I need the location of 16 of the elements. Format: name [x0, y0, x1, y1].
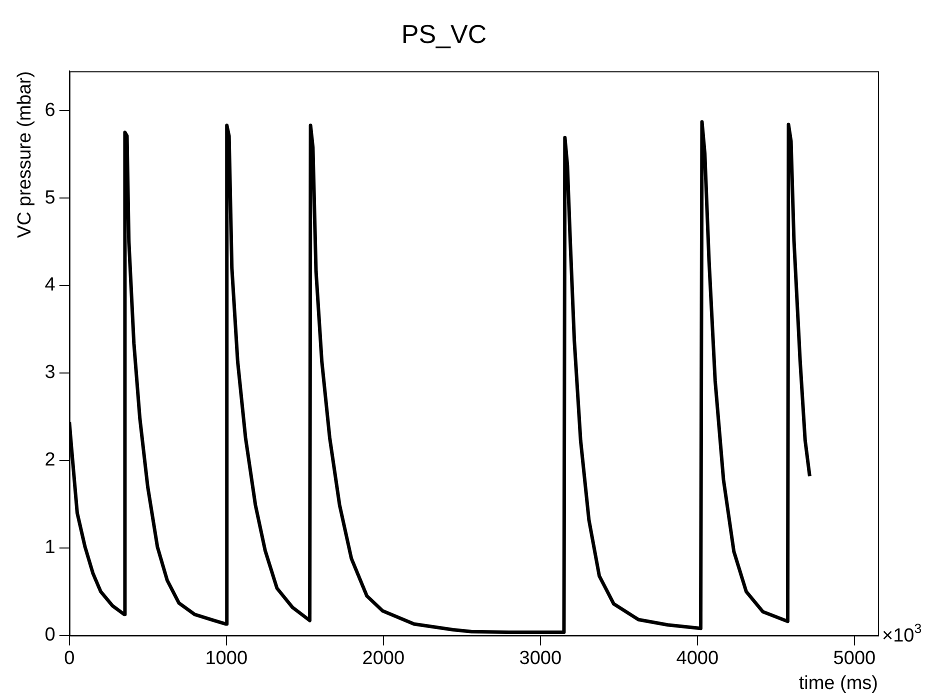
x-tick-label: 0 — [64, 648, 75, 670]
y-tick-label: 2 — [44, 450, 56, 471]
y-tick-label: 3 — [44, 362, 56, 384]
x-tick-label: 5000 — [833, 648, 876, 670]
y-tick-label: 4 — [44, 274, 56, 296]
x-tick-label: 1000 — [205, 648, 248, 670]
y-axis-title: VC pressure (mbar) — [14, 71, 36, 238]
x-axis-title: time (ms) — [798, 672, 878, 694]
y-tick-label: 0 — [44, 624, 56, 646]
x-tick-label: 2000 — [362, 648, 405, 670]
y-tick-label: 6 — [44, 100, 56, 121]
x-tick-label: 3000 — [519, 648, 562, 670]
y-tick-label: 1 — [44, 537, 56, 558]
y-tick-label: 5 — [44, 187, 56, 208]
chart-title: PS_VC — [401, 18, 487, 49]
x-tick-label: 4000 — [676, 648, 719, 670]
